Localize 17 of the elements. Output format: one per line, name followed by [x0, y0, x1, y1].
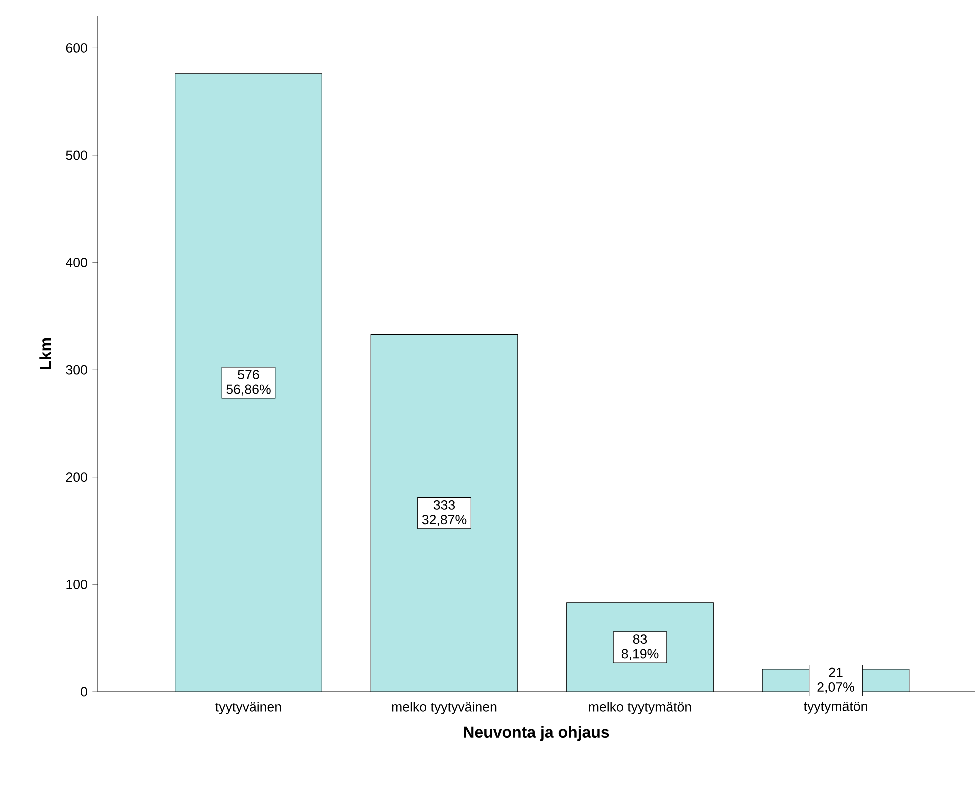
x-axis-title: Neuvonta ja ohjaus	[464, 726, 610, 742]
y-tick-label: 0	[81, 687, 88, 697]
data-label: 576 56,86%	[226, 370, 271, 396]
y-axis-title: Lkm	[40, 338, 52, 370]
x-tick-label: tyytymätön	[804, 702, 868, 714]
x-tick-label: melko tyytymätön	[589, 702, 692, 714]
x-tick-label: tyytyväinen	[216, 702, 282, 714]
y-tick-label: 500	[66, 150, 88, 160]
x-tick-label: melko tyytyväinen	[392, 702, 497, 714]
y-tick-label: 600	[66, 43, 88, 53]
y-tick-label: 300	[66, 365, 88, 375]
y-tick-label: 400	[66, 258, 88, 268]
y-tick-label: 100	[66, 580, 88, 590]
data-label: 21 2,07%	[818, 668, 854, 694]
y-tick-label: 200	[66, 472, 88, 482]
data-label: 83 8,19%	[622, 634, 659, 660]
data-label: 333 32,87%	[422, 500, 467, 526]
